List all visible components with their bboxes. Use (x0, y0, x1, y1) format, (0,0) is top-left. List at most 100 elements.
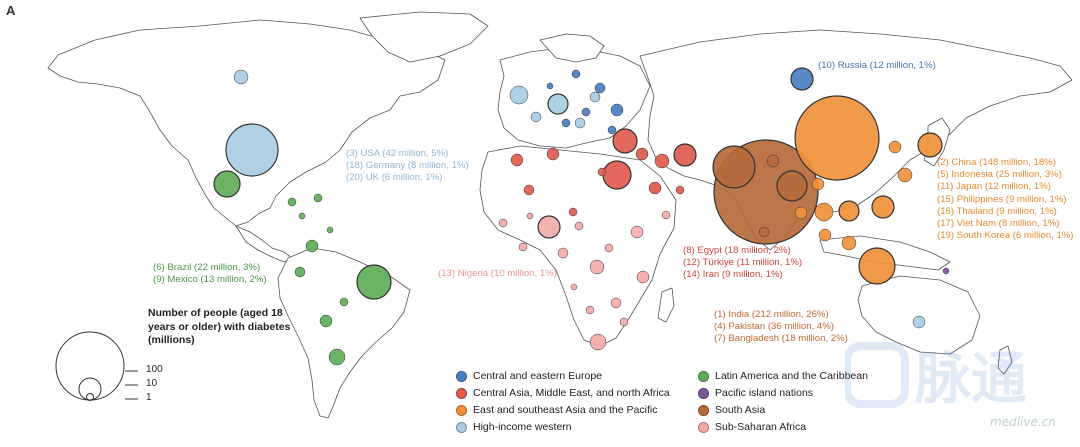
country-bubble-south-40 (712, 145, 756, 189)
country-bubble-ssa-64 (610, 297, 622, 309)
country-bubble-west-1 (233, 69, 249, 85)
country-bubble-cee-21 (594, 82, 606, 94)
country-bubble-cee-22 (581, 107, 591, 117)
country-bubble-latam-18 (326, 226, 334, 234)
country-bubble-ssa-71 (570, 283, 578, 291)
country-bubble-west-5 (574, 117, 586, 129)
annotation-indonesia: (5) Indonesia (25 million, 3%) (937, 169, 1062, 181)
country-bubble-ssa-67 (526, 212, 534, 220)
legend-label-mena: Central Asia, Middle East, and north Afr… (473, 387, 670, 399)
country-bubble-pacific-72 (942, 267, 950, 275)
country-bubble-cee-20 (610, 103, 624, 117)
size-legend-label-100: 100 (146, 364, 163, 375)
annotation-egypt: (8) Egypt (18 million, 2%) (683, 245, 791, 256)
legend-label-east: East and southeast Asia and the Pacific (473, 404, 658, 416)
country-bubble-east-48 (838, 200, 860, 222)
country-bubble-latam-16 (298, 212, 306, 220)
svg-text:脉通: 脉通 (915, 347, 1027, 412)
size-legend-circle-100 (55, 331, 125, 401)
country-bubble-mena-28 (602, 160, 632, 190)
country-bubble-east-52 (811, 177, 825, 191)
annotation-bangladesh: (7) Bangladesh (18 million, 2%) (714, 333, 848, 345)
legend-dot-west (456, 421, 467, 433)
annotation-turkiye: (12) Türkiye (11 million, 1%) (683, 257, 803, 269)
annotation-south-korea: (19) South Korea (6 million, 1%) (937, 230, 1074, 242)
annotation-latam: (6) Brazil (22 million, 3%) (9) Mexico (… (153, 262, 267, 286)
country-bubble-mena-34 (523, 184, 535, 196)
country-bubble-west-7 (912, 315, 926, 329)
legend-item-east: East and southeast Asia and the Pacific (456, 404, 657, 416)
country-bubble-west-4 (530, 111, 542, 123)
country-bubble-latam-15 (313, 193, 323, 203)
land-madagascar (657, 287, 675, 323)
country-bubble-east-49 (814, 202, 834, 222)
land-africa (479, 145, 677, 347)
annotation-brazil: (6) Brazil (22 million, 3%) (153, 262, 261, 273)
annotation-nigeria-text: (13) Nigeria (10 million, 1%) (438, 268, 557, 279)
annotation-japan: (11) Japan (12 million, 1%) (937, 181, 1051, 193)
annotation-south-asia: (1) India (212 million, 26%) (4) Pakista… (714, 309, 848, 346)
legend-dot-pacific (698, 387, 709, 399)
annotation-iran: (14) Iran (9 million, 1%) (683, 269, 783, 281)
country-bubble-ssa-58 (636, 270, 650, 284)
country-bubble-east-53 (794, 206, 808, 220)
annotation-philippines: (15) Philippines (9 million, 1%) (937, 193, 1067, 205)
land-central-america (235, 225, 293, 263)
country-bubble-ssa-61 (498, 218, 508, 228)
country-bubble-west-0 (225, 123, 279, 177)
country-bubble-ssa-59 (630, 225, 644, 239)
country-bubble-mena-35 (648, 181, 662, 195)
country-bubble-mena-29 (673, 143, 697, 167)
country-bubble-ssa-56 (537, 215, 561, 239)
country-bubble-east-46 (917, 132, 943, 158)
country-bubble-latam-17 (339, 297, 349, 307)
annotation-russia-text: (10) Russia (12 million, 1%) (818, 60, 936, 71)
legend-label-south: South Asia (715, 404, 766, 416)
annotation-thailand: (16) Thailand (9 million, 1%) (937, 205, 1057, 217)
legend-label-west: High-income western (473, 421, 572, 433)
country-bubble-latam-10 (328, 348, 346, 366)
annotation-viet-nam: (17) Viet Nam (8 million, 1%) (937, 218, 1060, 230)
land-scandinavia (539, 33, 605, 63)
legend-dot-ssa (698, 421, 709, 433)
country-bubble-latam-13 (319, 314, 333, 328)
size-legend-circle-1 (86, 393, 94, 401)
country-bubble-latam-8 (213, 170, 241, 198)
country-bubble-ssa-63 (557, 247, 569, 259)
legend-item-pacific: Pacific island nations (698, 387, 813, 399)
country-bubble-ssa-57 (589, 333, 607, 351)
country-bubble-east-55 (818, 228, 832, 242)
country-bubble-west-2 (509, 85, 529, 105)
legend-label-latam: Latin America and the Caribbean (715, 370, 868, 382)
size-legend-circles (55, 331, 138, 401)
country-bubble-east-47 (871, 195, 895, 219)
country-bubble-ssa-66 (574, 221, 584, 231)
annotation-russia: (10) Russia (12 million, 1%) (818, 60, 936, 72)
country-bubble-mena-27 (612, 128, 638, 154)
legend-item-south: South Asia (698, 404, 765, 416)
annotation-western: (3) USA (42 million, 5%) (18) Germany (8… (346, 148, 469, 185)
annotation-india: (1) India (212 million, 26%) (714, 309, 829, 320)
country-bubble-cee-24 (607, 125, 617, 135)
country-bubble-west-6 (589, 91, 601, 103)
country-bubble-mena-33 (654, 153, 670, 169)
country-bubble-ssa-60 (589, 259, 605, 275)
country-bubble-ssa-62 (518, 242, 528, 252)
annotation-east-asia: (2) China (148 million, 18%) (5) Indones… (937, 157, 1074, 242)
country-bubble-east-44 (794, 95, 880, 181)
legend-item-ssa: Sub-Saharan Africa (698, 421, 806, 433)
country-bubble-west-3 (547, 93, 569, 115)
size-legend-title: Number of people (aged 18 years or older… (148, 307, 291, 347)
land-australia (857, 275, 981, 355)
country-bubble-latam-12 (294, 266, 306, 278)
annotation-usa: (3) USA (42 million, 5%) (346, 148, 449, 159)
legend-dot-mena (456, 387, 467, 399)
country-bubble-east-54 (888, 140, 902, 154)
country-bubble-cee-25 (571, 69, 581, 79)
annotation-pakistan: (4) Pakistan (36 million, 4%) (714, 321, 834, 333)
land-greenland (359, 11, 489, 63)
country-bubble-mena-31 (510, 153, 524, 167)
legend-label-ssa: Sub-Saharan Africa (715, 421, 807, 433)
country-bubbles (213, 67, 950, 366)
annotation-germany: (18) Germany (8 million, 1%) (346, 160, 469, 172)
